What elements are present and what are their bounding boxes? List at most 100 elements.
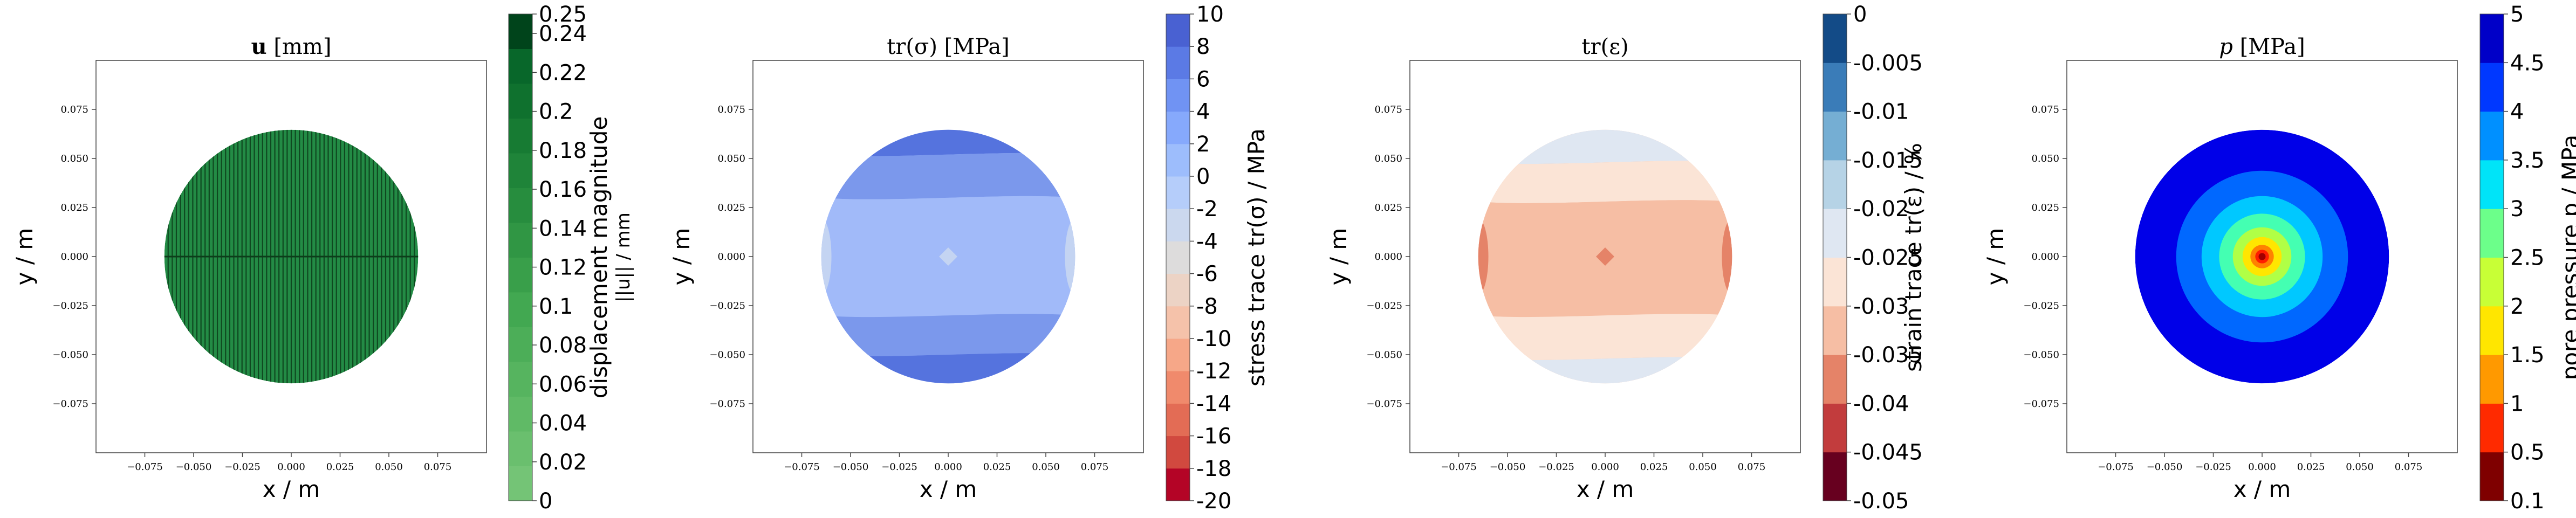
colorbar-tick-label: -10	[1196, 327, 1231, 351]
colorbar-tick-label: 2	[1196, 132, 1210, 157]
colorbar-tick-label: -0.025	[1853, 246, 1923, 271]
x-tick-label: −0.050	[2147, 461, 2183, 473]
subplot-3: −0.075 −0.050 −0.025 0.000 0.025 0.050 0.075 0.…	[1325, 2, 1927, 514]
x-tick-label: 0.025	[2297, 461, 2325, 473]
colorbar-segment	[1166, 176, 1190, 209]
colorbar-tick-label: -8	[1196, 294, 1218, 319]
colorbar-segment	[1823, 160, 1847, 209]
colorbar: 0 0.02 0.04 0.06 0.08 0.1 0.12 0.14 0.16 0.18 0.2 0…	[508, 2, 634, 514]
subplot-1: −0.075 −0.050 −0.025 0.000 0.025 0.050 0.075 0.…	[11, 2, 634, 514]
x-tick-label: −0.075	[1441, 461, 1477, 473]
colorbar-segment	[1166, 241, 1190, 274]
field-plot	[2135, 129, 2389, 384]
colorbar-segment	[2480, 209, 2504, 258]
x-tick-label: 0.050	[1032, 461, 1060, 473]
x-tick-label: 0.000	[934, 461, 962, 473]
colorbar-tick-label: 0.1	[539, 294, 573, 319]
colorbar-tick-label: -0.005	[1853, 51, 1923, 75]
y-tick-label: 0.075	[2031, 104, 2059, 115]
y-tick-label: −0.050	[52, 349, 88, 361]
colorbar-tick-label: -14	[1196, 391, 1231, 416]
colorbar-segment	[2480, 403, 2504, 453]
colorbar-segment	[509, 14, 532, 49]
x-tick-label: −0.025	[224, 461, 261, 473]
subplot-4: −0.075 −0.050 −0.025 0.000 0.025 0.050 0.075 0.…	[1982, 2, 2576, 514]
y-tick-label: 0.025	[2031, 202, 2059, 213]
x-tick-label: 0.000	[277, 461, 305, 473]
colorbar-tick-label: -18	[1196, 457, 1231, 481]
y-axis-label: y / m	[1982, 228, 2009, 286]
colorbar-segment	[1823, 63, 1847, 112]
y-tick-label: 0.075	[1374, 104, 1402, 115]
colorbar-frame	[508, 13, 533, 501]
colorbar-segment	[2480, 306, 2504, 355]
y-tick-label: 0.000	[1374, 251, 1402, 263]
y-tick-label: −0.025	[2023, 300, 2059, 312]
contour-band	[821, 314, 1075, 356]
colorbar-segment	[2480, 63, 2504, 112]
y-tick-label: 0.000	[60, 251, 88, 263]
colorbar-tick-label: 0.06	[539, 372, 587, 397]
y-tick-label: −0.050	[2023, 349, 2059, 361]
colorbar-tick-label: -4	[1196, 229, 1218, 254]
colorbar-segment	[1166, 143, 1190, 177]
x-axis-label: x / m	[1577, 476, 1634, 502]
colorbar-tick-label: -20	[1196, 489, 1231, 514]
contour-band	[1478, 314, 1732, 361]
colorbar-tick-label: -0.015	[1853, 148, 1923, 173]
colorbar-segment	[2480, 111, 2504, 161]
colorbar: 5 4.5 4 3.5 3 2.5 2 1.5 1 0.5 0.1 pore pressure p /…	[2479, 2, 2576, 514]
x-tick-label: −0.050	[833, 461, 869, 473]
x-tick-label: 0.075	[2395, 461, 2423, 473]
colorbar-segment	[1166, 14, 1190, 47]
y-tick-label: −0.050	[1366, 349, 1402, 361]
colorbar: 0 -0.005 -0.01 -0.015 -0.02 -0.025 -0.03 -0.035…	[1823, 2, 1927, 514]
field-plot	[164, 129, 419, 384]
y-tick-label: −0.025	[1366, 300, 1402, 312]
colorbar-segment	[1166, 306, 1190, 339]
y-axis-label: y / m	[668, 228, 695, 286]
colorbar-segment	[1823, 355, 1847, 404]
colorbar-segment	[2480, 257, 2504, 307]
x-axis-label: x / m	[263, 476, 320, 502]
y-tick-label: −0.050	[709, 349, 745, 361]
colorbar-segment	[2480, 452, 2504, 501]
colorbar: 10 8 6 4 2 0 -2 -4 -6 -8 -10 -12 -14 -16 -18 -20 stress …	[1166, 2, 1270, 514]
contour-side-right	[1065, 218, 1075, 295]
colorbar-segment	[1823, 14, 1847, 63]
colorbar-tick-label: 5	[2510, 2, 2524, 27]
colorbar-segment	[509, 257, 532, 293]
x-tick-label: 0.050	[1689, 461, 1717, 473]
colorbar-segment	[509, 118, 532, 154]
colorbar-tick-label: 6	[1196, 67, 1210, 92]
colorbar-segment	[509, 292, 532, 327]
colorbar-segment	[1823, 209, 1847, 258]
colorbar-tick-label: -0.04	[1853, 391, 1909, 416]
x-tick-label: −0.025	[1538, 461, 1574, 473]
colorbar-segment	[1166, 371, 1190, 404]
colorbar-tick-label: -6	[1196, 262, 1218, 287]
y-tick-label: −0.075	[52, 398, 88, 410]
field-plot	[1478, 129, 1732, 384]
colorbar-tick-label: 1	[2510, 391, 2524, 416]
colorbar-segment	[509, 153, 532, 188]
colorbar-tick-label: -0.01	[1853, 100, 1909, 125]
colorbar-tick-label: 8	[1196, 34, 1210, 59]
colorbar-tick-label: 0	[1853, 2, 1867, 27]
colorbar-tick-label: 1.5	[2510, 343, 2545, 368]
subplot-title: u [mm]	[251, 34, 332, 59]
colorbar-segment	[1166, 403, 1190, 437]
x-tick-label: −0.075	[2098, 461, 2134, 473]
colorbar-segment	[2480, 355, 2504, 404]
colorbar-segment	[1166, 273, 1190, 307]
colorbar-tick-label: -0.05	[1853, 489, 1909, 514]
colorbar-segment	[509, 188, 532, 223]
x-tick-label: 0.025	[326, 461, 354, 473]
x-tick-label: −0.075	[127, 461, 163, 473]
colorbar-tick-label: 0.14	[539, 216, 587, 241]
x-tick-label: 0.075	[424, 461, 452, 473]
colorbar-tick-label: 0.16	[539, 177, 587, 202]
colorbar-tick-label: 0.18	[539, 139, 587, 163]
title-symbol: u	[251, 34, 267, 59]
